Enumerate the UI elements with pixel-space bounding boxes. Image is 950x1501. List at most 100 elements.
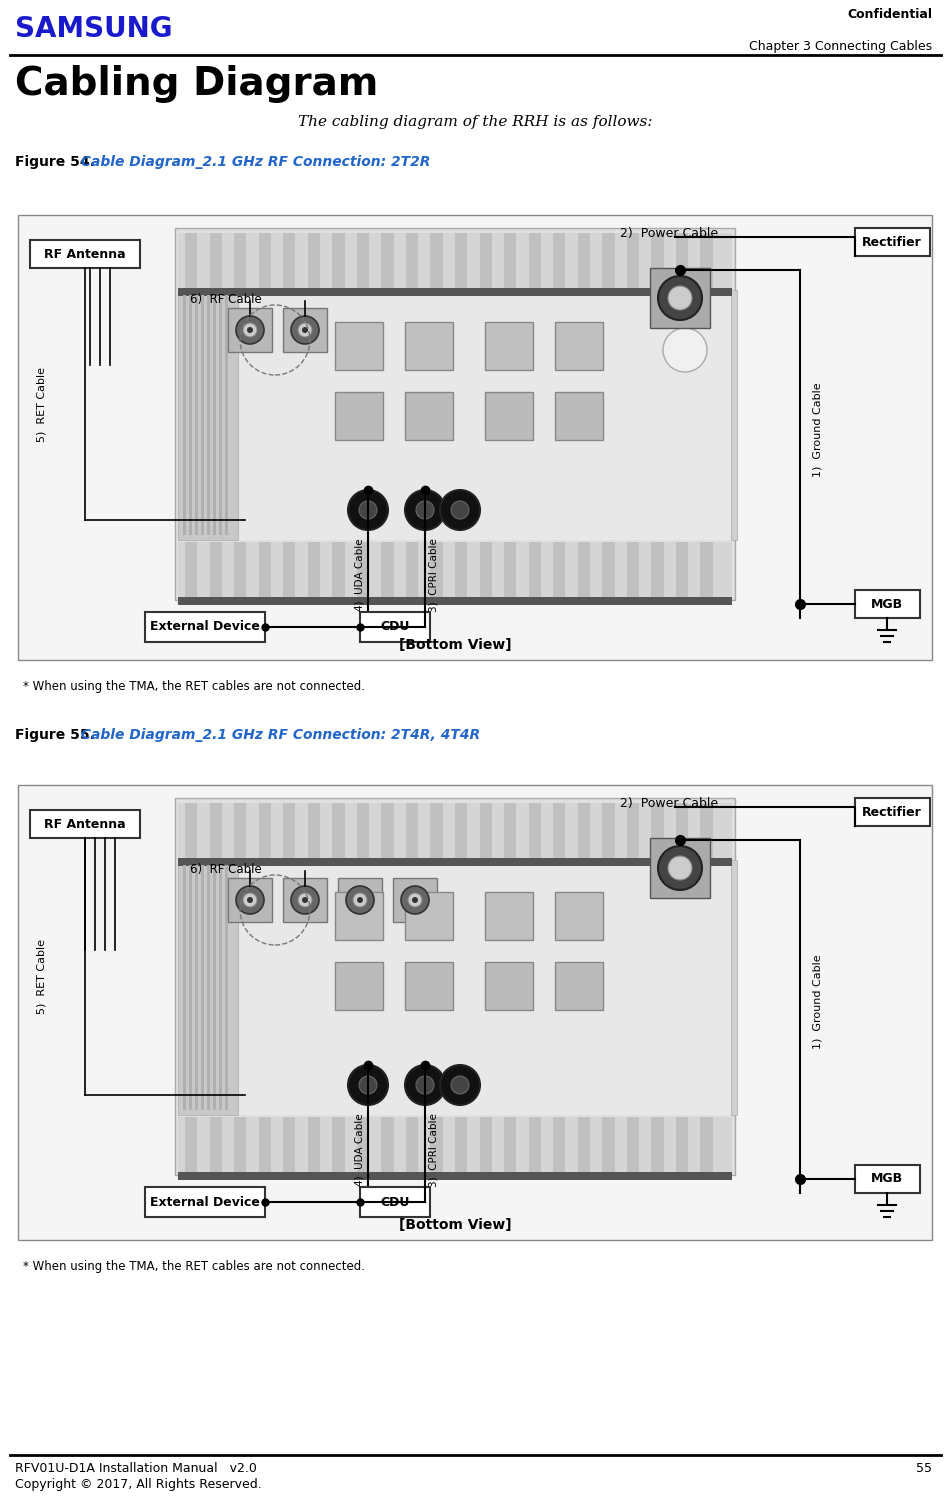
Bar	[258, 542, 271, 597]
Text: Figure 54.: Figure 54.	[15, 155, 95, 170]
Bar	[178, 859, 732, 866]
Circle shape	[236, 317, 264, 344]
Bar	[332, 803, 345, 859]
Circle shape	[668, 856, 692, 880]
Circle shape	[291, 317, 319, 344]
Text: Rectifier: Rectifier	[863, 806, 922, 818]
Bar	[555, 323, 603, 371]
Bar	[528, 233, 541, 288]
Bar	[855, 590, 920, 618]
Bar	[335, 892, 383, 940]
Bar	[210, 233, 221, 288]
Bar	[528, 542, 541, 597]
Bar	[178, 1117, 732, 1172]
Circle shape	[243, 323, 257, 338]
Bar	[480, 1117, 492, 1172]
Bar	[308, 233, 320, 288]
Bar	[430, 803, 443, 859]
Bar	[207, 865, 210, 1111]
Bar	[485, 962, 533, 1010]
Circle shape	[451, 501, 469, 519]
Bar	[189, 865, 192, 1111]
Bar	[338, 878, 382, 922]
Bar	[234, 1117, 246, 1172]
Circle shape	[440, 489, 480, 530]
Text: 3)  CPRI Cable: 3) CPRI Cable	[428, 1114, 438, 1187]
Bar	[627, 803, 639, 859]
Circle shape	[302, 898, 308, 904]
Bar	[578, 1117, 590, 1172]
Circle shape	[408, 893, 422, 907]
Bar	[485, 892, 533, 940]
Bar	[578, 542, 590, 597]
Bar	[455, 803, 467, 859]
Bar	[652, 542, 664, 597]
Bar	[234, 233, 246, 288]
Text: RFV01U-D1A Installation Manual   v2.0: RFV01U-D1A Installation Manual v2.0	[15, 1462, 256, 1475]
Text: * When using the TMA, the RET cables are not connected.: * When using the TMA, the RET cables are…	[23, 1259, 365, 1273]
Bar	[504, 1117, 517, 1172]
Bar	[332, 542, 345, 597]
Circle shape	[401, 886, 429, 914]
Bar	[183, 296, 186, 534]
Text: CDU: CDU	[380, 620, 409, 633]
Bar	[504, 233, 517, 288]
Bar	[393, 878, 437, 922]
Circle shape	[298, 323, 312, 338]
Bar	[675, 1117, 688, 1172]
Bar	[283, 803, 295, 859]
Bar	[225, 865, 228, 1111]
Text: 5)  RET Cable: 5) RET Cable	[37, 940, 47, 1015]
Bar	[258, 1117, 271, 1172]
Circle shape	[359, 501, 377, 519]
Bar	[357, 542, 370, 597]
Bar	[652, 803, 664, 859]
Bar	[455, 233, 467, 288]
Bar	[332, 1117, 345, 1172]
Bar	[219, 296, 222, 534]
Bar	[627, 233, 639, 288]
Circle shape	[658, 276, 702, 320]
Text: Cabling Diagram: Cabling Diagram	[15, 65, 378, 104]
Bar	[855, 1165, 920, 1193]
Bar	[455, 542, 467, 597]
Text: External Device: External Device	[150, 1195, 260, 1208]
Circle shape	[243, 893, 257, 907]
Text: Copyright © 2017, All Rights Reserved.: Copyright © 2017, All Rights Reserved.	[15, 1478, 262, 1490]
Circle shape	[348, 1066, 388, 1105]
Text: RF Antenna: RF Antenna	[45, 248, 125, 261]
Bar	[405, 962, 453, 1010]
Bar	[406, 803, 418, 859]
Text: Figure 55.: Figure 55.	[15, 728, 95, 741]
Bar	[178, 288, 732, 296]
Bar	[731, 860, 737, 1115]
Circle shape	[663, 329, 707, 372]
Text: External Device: External Device	[150, 620, 260, 633]
Circle shape	[298, 893, 312, 907]
Bar	[731, 290, 737, 540]
Bar	[213, 296, 216, 534]
Bar	[602, 233, 615, 288]
Bar	[700, 233, 712, 288]
Text: 1)  Ground Cable: 1) Ground Cable	[813, 955, 823, 1049]
Bar	[228, 308, 272, 353]
Bar	[553, 542, 565, 597]
Bar	[185, 542, 198, 597]
Bar	[178, 803, 732, 859]
Bar	[228, 878, 272, 922]
Text: * When using the TMA, the RET cables are not connected.: * When using the TMA, the RET cables are…	[23, 680, 365, 693]
Bar	[480, 542, 492, 597]
Bar	[357, 233, 370, 288]
Text: 6)  RF Cable: 6) RF Cable	[190, 294, 262, 306]
Circle shape	[291, 886, 319, 914]
Bar	[528, 1117, 541, 1172]
Bar	[30, 240, 140, 269]
Bar	[360, 612, 430, 642]
Bar	[406, 1117, 418, 1172]
Bar	[175, 228, 735, 600]
Circle shape	[357, 898, 363, 904]
Bar	[145, 1187, 265, 1217]
Bar	[225, 296, 228, 534]
Bar	[381, 1117, 393, 1172]
Bar	[210, 1117, 221, 1172]
